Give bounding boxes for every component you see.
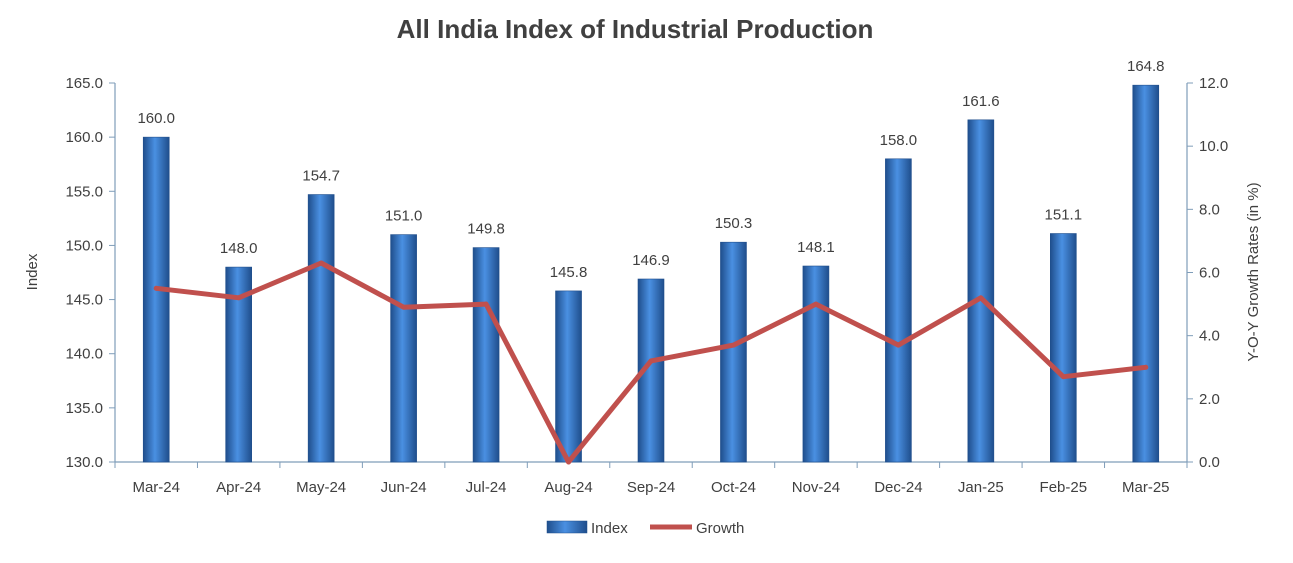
x-tick-label: Sep-24	[627, 479, 675, 496]
growth-point	[731, 342, 736, 348]
growth-point	[978, 295, 984, 301]
bar	[802, 265, 830, 463]
data-label: 151.0	[385, 208, 423, 225]
bar	[472, 247, 500, 463]
legend-index-swatch	[546, 520, 588, 534]
x-tick-label: May-24	[296, 479, 346, 496]
y2-tick-label: 0.0	[1199, 454, 1220, 471]
y-tick-label: 145.0	[65, 292, 103, 309]
growth-point	[566, 459, 571, 465]
bar	[885, 158, 912, 463]
axes: 130.0 135.0 140.0 145.0 150.0 155.0 160.0 165.0…	[65, 75, 1228, 496]
legend: Index Growth	[546, 520, 744, 537]
data-label: 148.1	[797, 239, 835, 256]
x-tick-label: Mar-25	[1122, 479, 1170, 496]
x-tick-label: Dec-24	[874, 479, 922, 496]
growth-point	[1143, 364, 1149, 370]
bar	[1132, 84, 1160, 463]
growth-point	[153, 285, 159, 291]
growth-point	[483, 301, 489, 307]
data-label: 164.8	[1127, 58, 1165, 75]
growth-point	[318, 260, 324, 266]
y-tick-label: 165.0	[65, 75, 103, 92]
data-label: 148.0	[220, 240, 258, 257]
growth-line-group	[153, 260, 1149, 465]
y2-tick-label: 10.0	[1199, 138, 1228, 155]
x-tick-label: Jan-25	[958, 479, 1004, 496]
growth-point	[401, 304, 407, 310]
x-tick-label: Mar-24	[132, 479, 180, 496]
legend-growth-label: Growth	[696, 520, 744, 537]
y2-tick-label: 6.0	[1199, 265, 1220, 282]
y2-tick-label: 4.0	[1199, 328, 1220, 345]
x-tick-label: Oct-24	[711, 479, 756, 496]
y2-tick-label: 12.0	[1199, 75, 1228, 92]
x-tick-label: Jul-24	[466, 479, 507, 496]
growth-point	[236, 295, 242, 301]
data-label: 145.8	[550, 264, 588, 281]
data-labels-group: 160.0 148.0 154.7 151.0 149.8 145.8 146.9 150.3…	[137, 58, 1164, 281]
data-label: 146.9	[632, 252, 670, 269]
y-tick-label: 130.0	[65, 454, 103, 471]
growth-point	[895, 342, 901, 348]
chart-title: All India Index of Industrial Production	[397, 14, 874, 44]
data-label: 160.0	[137, 110, 175, 127]
x-tick-label: Nov-24	[792, 479, 840, 496]
bar	[555, 290, 582, 463]
y-tick-label: 160.0	[65, 129, 103, 146]
growth-point	[813, 301, 819, 307]
bar	[967, 119, 995, 463]
data-label: 154.7	[302, 168, 340, 185]
bar	[1050, 233, 1077, 463]
y2-tick-label: 8.0	[1199, 201, 1220, 218]
bar	[720, 241, 747, 463]
bars-group	[142, 84, 1160, 463]
y-tick-label: 140.0	[65, 346, 103, 363]
bar	[307, 194, 335, 463]
y-tick-label: 150.0	[65, 237, 103, 254]
y2-tick-label: 2.0	[1199, 391, 1220, 408]
data-label: 150.3	[715, 215, 753, 232]
x-tick-label: Jun-24	[381, 479, 427, 496]
data-label: 149.8	[467, 221, 505, 238]
legend-index-label: Index	[591, 520, 628, 537]
x-tick-label: Feb-25	[1040, 479, 1088, 496]
x-tick-label: Aug-24	[544, 479, 592, 496]
growth-point	[648, 358, 654, 364]
y-tick-label: 155.0	[65, 183, 103, 200]
growth-point	[1060, 374, 1066, 380]
y-axis-label: Index	[24, 253, 41, 290]
bar	[390, 234, 417, 463]
y-tick-label: 135.0	[65, 400, 103, 417]
y2-axis-label: Y-O-Y Growth Rates (in %)	[1245, 182, 1262, 361]
data-label: 161.6	[962, 93, 1000, 110]
data-label: 151.1	[1045, 207, 1083, 224]
bar	[142, 136, 170, 463]
data-label: 158.0	[880, 132, 918, 149]
x-tick-label: Apr-24	[216, 479, 261, 496]
